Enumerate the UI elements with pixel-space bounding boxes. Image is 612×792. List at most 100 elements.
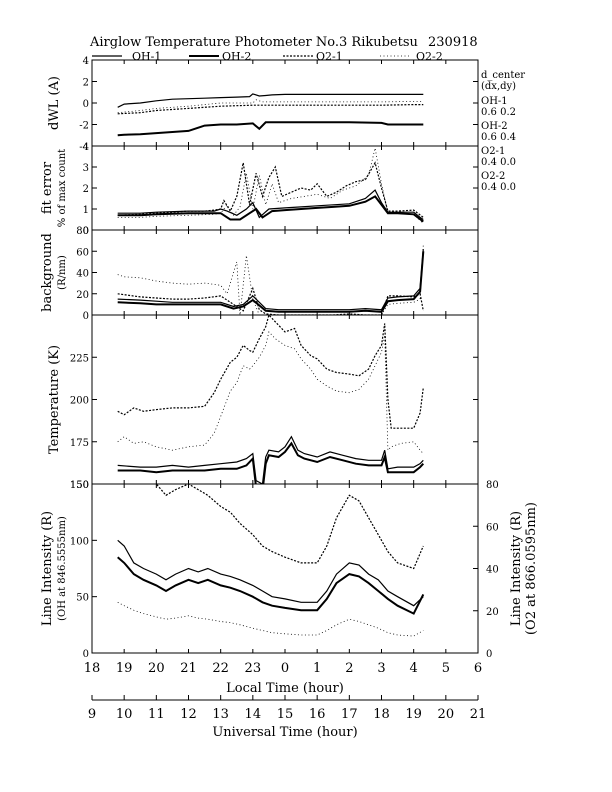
x-universal-tick-label: 20 (438, 707, 455, 722)
y-tick-label: 0 (83, 226, 89, 237)
right-y-tick-label: 40 (486, 565, 499, 576)
y-tick-label: 150 (70, 480, 89, 491)
panel-background: 0 20 40 60 80 background (R/nm) (40, 226, 479, 322)
chart-date-code: 230918 (428, 35, 478, 50)
series-line-temperature-oh-1 (117, 435, 424, 484)
x-universal-tick-label: 14 (245, 707, 262, 722)
y-axis-label: (OH at 846.5555nm) (57, 516, 68, 621)
y-tick-label: -2 (79, 121, 89, 132)
x-universal-tick-label: 15 (277, 707, 294, 722)
y-tick-label: 0 (83, 649, 89, 660)
legend: OH-1 OH-2 O2-1 O2-2 (92, 50, 443, 63)
series-line-intensity-o2-2 (117, 601, 424, 637)
panel-fiterr: 0 1 2 3 4 fit error% of max count (40, 142, 479, 237)
chart-title: Airglow Temperature Photometer No.3 Riku… (89, 35, 418, 50)
y-tick-label: 4 (83, 56, 89, 67)
d-center-name-o2-1: O2-1 (481, 146, 505, 157)
series-line-temperature-o2-2 (117, 331, 424, 454)
y-tick-label: 175 (70, 438, 89, 449)
series-line-background-oh-1 (117, 249, 424, 311)
series-line-background-o2-1 (117, 286, 424, 315)
chart-panels: -4 -2 0 2 4 dWL (A) 0 1 2 3 4 fit error% of max cou… (40, 56, 539, 660)
y-axis-label: fit error (40, 161, 55, 214)
x-universal-tick-label: 9 (88, 707, 96, 722)
right-y-tick-label: 80 (486, 480, 499, 491)
right-y-tick-label: 0 (486, 649, 492, 660)
x-universal-tick-label: 13 (212, 707, 229, 722)
y-tick-label: 200 (70, 396, 89, 407)
x-local-tick-label: 6 (474, 661, 482, 676)
d-center-value-o2-2: 0.4 0.0 (481, 182, 516, 193)
series-line-fiterr-oh-1 (117, 189, 424, 221)
right-y-tick-label: 60 (486, 522, 499, 533)
series-line-intensity-oh-2 (117, 556, 425, 615)
y-tick-label: -4 (79, 142, 89, 153)
x-universal-tick-label: 21 (470, 707, 487, 722)
d-center-name-oh-1: OH-1 (481, 96, 508, 107)
series-line-fiterr-o2-1 (117, 161, 424, 218)
series-line-intensity-o2-1 (155, 484, 424, 570)
panel-frame-intensity (91, 483, 479, 654)
x-universal-tick-label: 10 (116, 707, 133, 722)
x-local-tick-label: 2 (345, 661, 353, 676)
y-axis-label: Temperature (K) (47, 345, 62, 454)
x-local-tick-label: 23 (245, 661, 262, 676)
y-axis-label: % of max count (57, 149, 68, 227)
panel-dwl: -4 -2 0 2 4 dWL (A) (47, 56, 479, 153)
panel-temperature: 150 175 200 225 Temperature (K) (47, 314, 479, 491)
series-line-dwl-o2-2 (117, 99, 424, 114)
y-tick-label: 1 (83, 205, 89, 216)
d-center-value-oh-1: 0.6 0.2 (481, 107, 516, 118)
panel-frame-background (91, 229, 479, 316)
d-center-heading: d_center (481, 70, 525, 81)
x-universal-tick-label: 18 (373, 707, 390, 722)
y-axis-label: background (40, 233, 55, 312)
series-line-dwl-oh-1 (117, 93, 424, 108)
x-universal-tick-label: 16 (309, 707, 326, 722)
y-axis-label: (R/nm) (57, 255, 68, 290)
series-line-dwl-o2-1 (117, 104, 424, 115)
legend-label-o2-1: O2-1 (316, 50, 343, 63)
series-line-intensity-oh-1 (117, 539, 424, 607)
y-tick-label: 20 (76, 290, 89, 301)
y-tick-label: 0 (83, 311, 89, 322)
y-tick-label: 0 (83, 99, 89, 110)
y-tick-label: 225 (70, 353, 89, 364)
right-y-tick-label: 20 (486, 607, 499, 618)
x-local-tick-label: 21 (180, 661, 197, 676)
y-axis-label: dWL (A) (47, 76, 62, 130)
x-local-tick-label: 3 (377, 661, 385, 676)
right-y-axis-label: (O2 at 866.0595nm) (524, 502, 539, 635)
y-tick-label: 50 (76, 593, 89, 604)
series-line-fiterr-oh-2 (117, 195, 424, 223)
y-tick-label: 2 (83, 184, 89, 195)
d-center-block: d_center(dx,dy) OH-10.6 0.2 OH-20.6 0.4 O2-… (481, 70, 525, 193)
d-center-subheading: (dx,dy) (481, 81, 516, 92)
y-tick-label: 2 (83, 78, 89, 89)
x-universal-tick-label: 11 (148, 707, 165, 722)
x-local-tick-label: 20 (148, 661, 165, 676)
y-tick-label: 40 (76, 269, 89, 280)
series-line-temperature-oh-2 (117, 441, 425, 484)
x-local-tick-label: 22 (212, 661, 229, 676)
series-line-temperature-o2-1 (117, 315, 424, 429)
d-center-value-oh-2: 0.6 0.4 (481, 132, 516, 143)
y-axis-label: Line Intensity (R) (40, 511, 55, 626)
panel-frame-temperature (91, 314, 479, 485)
x-local-tick-label: 1 (313, 661, 321, 676)
d-center-value-o2-1: 0.4 0.0 (481, 157, 516, 168)
x-universal-tick-label: 12 (180, 707, 197, 722)
y-tick-label: 80 (76, 226, 89, 237)
y-tick-label: 3 (83, 163, 89, 174)
x-local-tick-label: 4 (410, 661, 418, 676)
right-y-axis-label: Line Intensity (R) (509, 511, 524, 626)
x-local-tick-label: 0 (281, 661, 289, 676)
series-line-background-oh-2 (117, 251, 425, 313)
x-local-tick-label: 19 (116, 661, 133, 676)
legend-label-o2-2: O2-2 (416, 50, 443, 63)
series-line-dwl-oh-2 (117, 121, 424, 137)
y-tick-label: 4 (83, 142, 89, 153)
